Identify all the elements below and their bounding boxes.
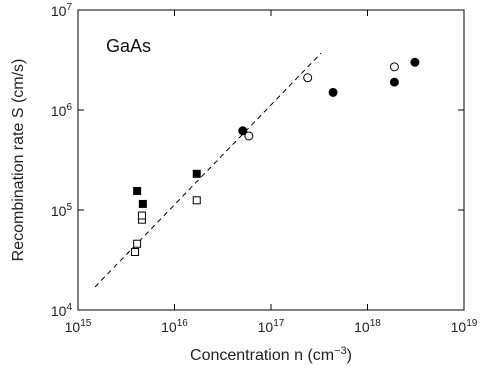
y-tick-label: 107 bbox=[51, 2, 73, 19]
x-tick-label-base: 10 bbox=[451, 319, 467, 335]
x-tick-label: 1019 bbox=[451, 318, 478, 335]
y-axis-label: Recombination rate S (cm/s) bbox=[10, 59, 27, 262]
x-axis-label: Concentration n (cm−3) bbox=[190, 345, 352, 364]
x-tick-label: 1017 bbox=[258, 318, 285, 335]
x-tick-label: 1015 bbox=[65, 318, 92, 335]
x-tick-label: 1016 bbox=[161, 318, 188, 335]
data-points bbox=[131, 57, 420, 257]
open-square-point bbox=[137, 211, 146, 220]
x-tick-label-exponent: 19 bbox=[466, 318, 478, 329]
filled-square-point bbox=[138, 199, 147, 208]
y-tick-label-exponent: 4 bbox=[66, 302, 72, 313]
filled-square-point bbox=[133, 186, 142, 195]
open-circle-point bbox=[303, 73, 313, 83]
x-axis-label-close: ) bbox=[347, 347, 352, 364]
x-tick-label-base: 10 bbox=[65, 319, 81, 335]
y-tick-label-exponent: 6 bbox=[66, 102, 72, 113]
x-tick-label-base: 10 bbox=[258, 319, 274, 335]
y-tick-label: 105 bbox=[51, 202, 73, 219]
open-square-point bbox=[133, 239, 142, 248]
y-tick-label-exponent: 7 bbox=[66, 2, 72, 13]
y-tick-label-base: 10 bbox=[51, 103, 67, 119]
x-tick-labels: 1015 1016 1017 1018 1019 bbox=[65, 318, 478, 335]
open-circle-point bbox=[389, 62, 399, 72]
y-tick-label: 104 bbox=[51, 302, 73, 319]
filled-square-point bbox=[192, 169, 201, 178]
filled-circle-point bbox=[328, 87, 338, 97]
y-tick-label-base: 10 bbox=[51, 3, 67, 19]
x-tick-label-base: 10 bbox=[161, 319, 177, 335]
filled-circle-point bbox=[389, 77, 399, 87]
open-square-point bbox=[131, 248, 140, 257]
x-axis-label-text: Concentration n (cm bbox=[190, 347, 334, 364]
y-tick-label-base: 10 bbox=[51, 303, 67, 319]
material-annotation: GaAs bbox=[106, 36, 151, 56]
x-axis-label-unit-exponent: −3 bbox=[334, 345, 347, 357]
axis-ticks bbox=[77, 9, 465, 311]
open-square-point bbox=[192, 196, 201, 205]
filled-circle-point bbox=[410, 57, 420, 67]
open-circle-point bbox=[244, 131, 254, 141]
x-tick-label-base: 10 bbox=[354, 319, 370, 335]
x-tick-label-exponent: 18 bbox=[370, 318, 382, 329]
x-tick-label-exponent: 16 bbox=[177, 318, 189, 329]
y-tick-label-base: 10 bbox=[51, 203, 67, 219]
x-tick-label-exponent: 15 bbox=[80, 318, 92, 329]
y-tick-label: 106 bbox=[51, 102, 73, 119]
x-tick-label-exponent: 17 bbox=[273, 318, 285, 329]
fit-line bbox=[94, 52, 322, 288]
x-tick-label: 1018 bbox=[354, 318, 381, 335]
filled-circle-point bbox=[238, 126, 248, 136]
y-tick-label-exponent: 5 bbox=[66, 202, 72, 213]
